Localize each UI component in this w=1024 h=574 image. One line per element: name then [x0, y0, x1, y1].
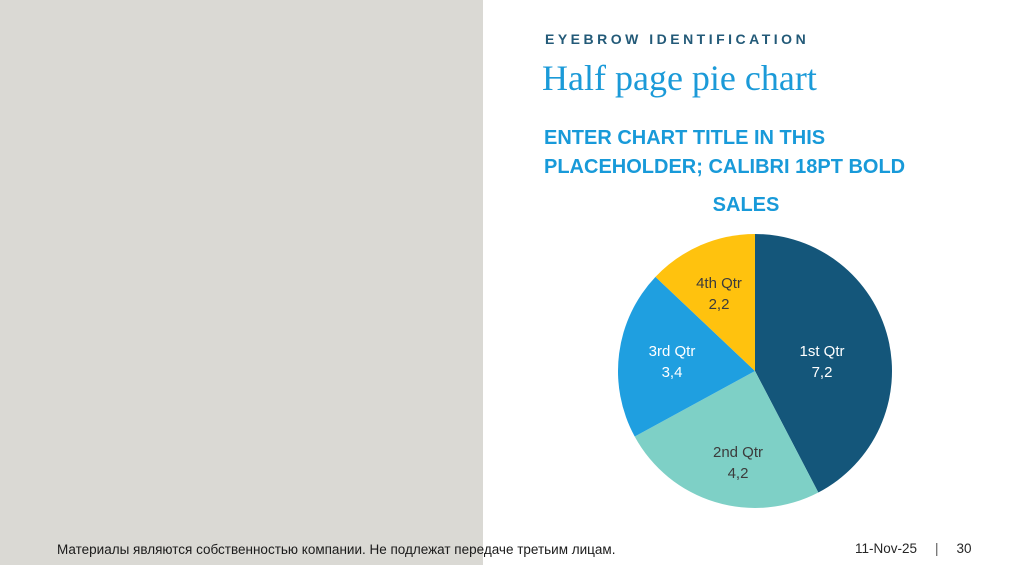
pie-slice-3rd-qtr: [617, 276, 755, 437]
footer-meta: 11-Nov-25 | 30: [855, 541, 972, 556]
pie-slice-2nd-qtr: [634, 371, 819, 509]
pie-slice-label: 4th Qtr 2,2: [696, 275, 742, 313]
footer-disclaimer: Материалы являются собственностью компан…: [57, 542, 616, 557]
pie-slice-4th-qtr: [655, 234, 755, 371]
pie-slice-1st-qtr: [755, 234, 893, 493]
footer-separator: |: [935, 541, 939, 556]
footer-date: 11-Nov-25: [855, 541, 918, 556]
footer-page-number: 30: [956, 541, 972, 556]
pie-slice-label: 1st Qtr 7,2: [799, 343, 844, 381]
pie-slice-label: 3rd Qtr 3,4: [649, 343, 696, 381]
eyebrow-label: EYEBROW IDENTIFICATION: [545, 31, 810, 47]
left-image-placeholder: [0, 0, 483, 565]
chart-placeholder-title: ENTER CHART TITLE IN THIS PLACEHOLDER; C…: [544, 127, 906, 178]
page-title: Half page pie chart: [542, 58, 817, 98]
pie-slice-label: 2nd Qtr 4,2: [713, 444, 763, 482]
chart-title: SALES: [712, 194, 780, 216]
